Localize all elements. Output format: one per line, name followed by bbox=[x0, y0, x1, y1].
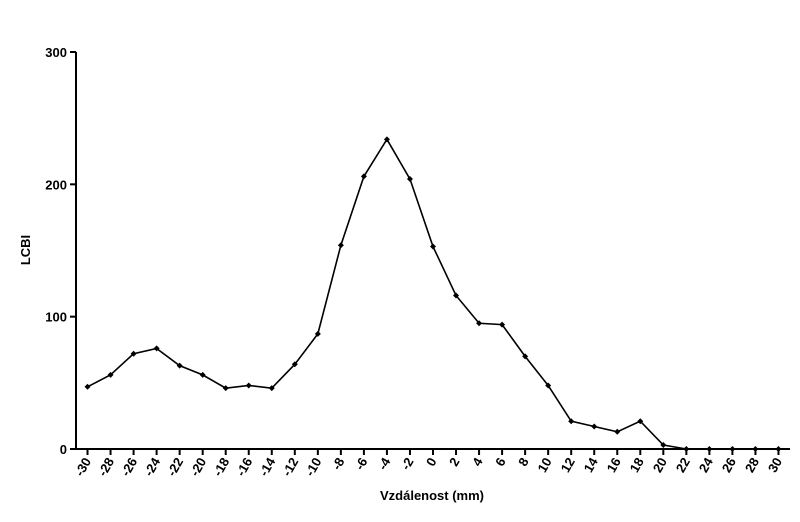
data-point bbox=[222, 385, 229, 392]
x-tick-label: -18 bbox=[210, 455, 232, 479]
data-point bbox=[499, 321, 506, 328]
x-tick-label: 26 bbox=[719, 455, 739, 475]
x-tick-label: -10 bbox=[302, 455, 324, 479]
data-point bbox=[84, 383, 91, 390]
data-point bbox=[406, 176, 413, 183]
x-tick-label: -6 bbox=[352, 455, 371, 473]
data-point bbox=[729, 446, 736, 452]
y-tick-label: 200 bbox=[45, 177, 67, 192]
data-point bbox=[153, 345, 160, 352]
data-point bbox=[130, 350, 137, 357]
data-point bbox=[775, 446, 782, 452]
data-point bbox=[637, 418, 644, 425]
y-axis-label: LCBI bbox=[18, 235, 33, 265]
x-tick-label: 6 bbox=[492, 455, 509, 469]
x-tick-label: 4 bbox=[469, 454, 486, 468]
data-point bbox=[522, 353, 529, 360]
data-point bbox=[176, 362, 183, 369]
x-tick-label: 0 bbox=[423, 455, 440, 469]
x-tick-label: -4 bbox=[375, 454, 394, 472]
x-tick-label: 22 bbox=[673, 455, 693, 475]
x-tick-label: -22 bbox=[164, 455, 186, 479]
data-point bbox=[245, 382, 252, 389]
data-point bbox=[453, 292, 460, 299]
x-axis-label: Vzdálenost (mm) bbox=[380, 488, 484, 503]
x-tick-label: 30 bbox=[765, 455, 785, 475]
data-point bbox=[752, 446, 759, 452]
x-tick-label: 24 bbox=[696, 454, 717, 475]
data-point bbox=[314, 330, 321, 337]
y-tick-label: 300 bbox=[45, 45, 67, 60]
data-point bbox=[268, 385, 275, 392]
x-tick-label: -12 bbox=[279, 455, 301, 479]
data-point bbox=[660, 442, 667, 449]
data-line bbox=[87, 137, 779, 450]
data-point bbox=[199, 371, 206, 378]
x-tick-label: 12 bbox=[558, 455, 578, 475]
x-tick-label: 16 bbox=[604, 455, 624, 475]
x-tick-label: -16 bbox=[233, 455, 255, 479]
data-point bbox=[360, 173, 367, 180]
x-tick-label: -30 bbox=[72, 455, 94, 479]
data-point bbox=[706, 446, 713, 452]
data-point bbox=[545, 382, 552, 389]
data-point bbox=[291, 361, 298, 368]
x-tick-label: 2 bbox=[446, 455, 463, 469]
x-tick-label: 20 bbox=[650, 455, 670, 475]
x-tick-label: -24 bbox=[141, 454, 164, 478]
x-tick-label: 14 bbox=[581, 454, 602, 475]
data-point bbox=[614, 428, 621, 435]
data-point bbox=[568, 418, 575, 425]
data-point bbox=[430, 243, 436, 250]
x-tick-label: 28 bbox=[742, 455, 762, 475]
data-point bbox=[476, 320, 483, 327]
x-tick-label: -2 bbox=[398, 455, 417, 473]
y-tick-label: 100 bbox=[45, 310, 67, 325]
data-point bbox=[683, 446, 690, 452]
x-tick-label: -8 bbox=[329, 455, 348, 473]
x-tick-label: -14 bbox=[256, 454, 279, 478]
x-tick-label: 18 bbox=[627, 455, 647, 475]
data-point bbox=[383, 136, 390, 143]
x-tick-label: -26 bbox=[118, 455, 140, 479]
x-tick-label: 8 bbox=[515, 455, 532, 469]
y-tick-label: 0 bbox=[60, 442, 67, 457]
x-tick-label: -28 bbox=[95, 455, 117, 479]
x-tick-label: 10 bbox=[535, 455, 555, 475]
data-point bbox=[591, 423, 598, 430]
data-point bbox=[107, 371, 114, 378]
x-tick-label: -20 bbox=[187, 455, 209, 479]
data-point bbox=[337, 242, 344, 249]
